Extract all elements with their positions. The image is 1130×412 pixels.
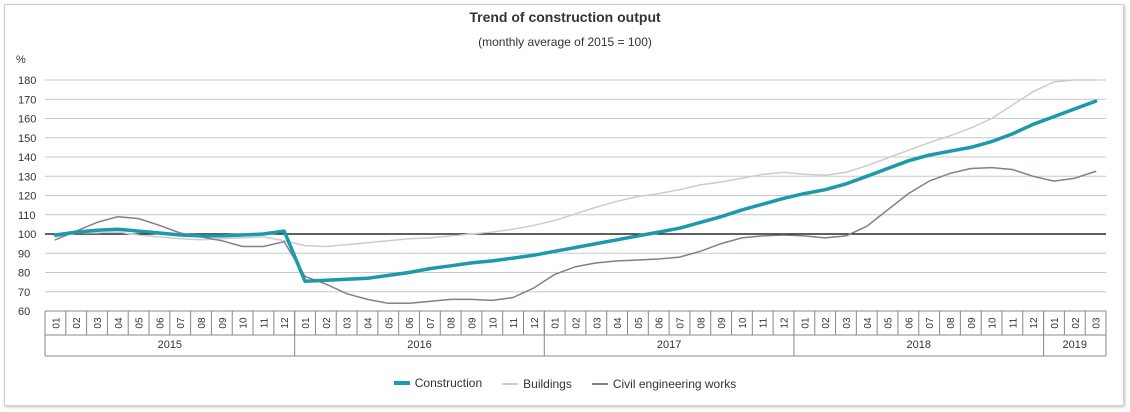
chart-legend: Construction Buildings Civil engineering w… bbox=[0, 374, 1130, 391]
y-tick-label: 120 bbox=[18, 191, 36, 203]
x-tick-label: 09 bbox=[218, 317, 229, 329]
y-tick-label: 130 bbox=[18, 171, 36, 183]
y-tick-label: 170 bbox=[18, 94, 36, 106]
x-tick-label: 12 bbox=[780, 317, 791, 329]
x-tick-label: 01 bbox=[301, 317, 312, 329]
x-tick-label: 03 bbox=[1092, 317, 1103, 329]
year-label: 2019 bbox=[1063, 339, 1087, 351]
legend-label: Construction bbox=[414, 376, 483, 390]
y-tick-label: 180 bbox=[18, 75, 36, 87]
year-label: 2017 bbox=[657, 339, 681, 351]
x-tick-label: 06 bbox=[155, 317, 166, 329]
x-tick-label: 07 bbox=[426, 317, 437, 329]
x-tick-label: 04 bbox=[613, 317, 624, 329]
x-tick-label: 11 bbox=[259, 317, 270, 328]
legend-item: Construction bbox=[393, 376, 483, 390]
y-axis-label: % bbox=[16, 54, 26, 66]
legend-swatch bbox=[502, 383, 519, 385]
x-tick-label: 06 bbox=[655, 317, 666, 329]
x-tick-label: 01 bbox=[1050, 317, 1061, 329]
x-tick-label: 03 bbox=[592, 317, 603, 329]
y-tick-label: 110 bbox=[18, 210, 36, 222]
x-tick-label: 10 bbox=[738, 317, 749, 329]
legend-swatch bbox=[393, 381, 410, 385]
x-tick-label: 02 bbox=[72, 317, 83, 329]
x-tick-label: 09 bbox=[467, 317, 478, 329]
y-tick-label: 100 bbox=[18, 229, 36, 241]
x-tick-label: 05 bbox=[634, 317, 645, 329]
chart-frame bbox=[4, 4, 1124, 406]
x-tick-label: 01 bbox=[551, 317, 562, 329]
x-tick-label: 03 bbox=[93, 317, 104, 329]
x-tick-label: 08 bbox=[197, 317, 208, 329]
x-tick-label: 07 bbox=[676, 317, 687, 329]
series-line-buildings bbox=[54, 79, 1097, 248]
year-label: 2015 bbox=[158, 339, 182, 351]
series-line-construction bbox=[53, 99, 1098, 283]
y-tick-label: 160 bbox=[18, 114, 36, 126]
x-tick-label: 12 bbox=[1029, 317, 1040, 329]
x-tick-label: 08 bbox=[696, 317, 707, 329]
x-tick-label: 04 bbox=[363, 317, 374, 329]
x-tick-label: 07 bbox=[925, 317, 936, 329]
legend-item: Buildings bbox=[502, 377, 572, 391]
x-tick-label: 05 bbox=[884, 317, 895, 329]
x-tick-label: 02 bbox=[572, 317, 583, 329]
x-tick-label: 04 bbox=[114, 317, 125, 329]
x-tick-label: 02 bbox=[821, 317, 832, 329]
x-tick-label: 12 bbox=[530, 317, 541, 329]
legend-label: Civil engineering works bbox=[612, 377, 737, 391]
x-tick-label: 10 bbox=[988, 317, 999, 329]
y-tick-label: 60 bbox=[18, 306, 30, 318]
x-tick-label: 09 bbox=[967, 317, 978, 329]
x-tick-label: 04 bbox=[863, 317, 874, 329]
year-label: 2016 bbox=[407, 339, 431, 351]
x-tick-label: 02 bbox=[1071, 317, 1082, 329]
x-tick-label: 02 bbox=[322, 317, 333, 329]
x-tick-label: 06 bbox=[904, 317, 915, 329]
x-tick-label: 10 bbox=[239, 317, 250, 329]
series-line-civil-engineering-works bbox=[54, 166, 1097, 305]
legend-label: Buildings bbox=[523, 377, 572, 391]
chart-subtitle: (monthly average of 2015 = 100) bbox=[478, 35, 652, 49]
x-tick-label: 03 bbox=[842, 317, 853, 329]
x-tick-label: 11 bbox=[509, 317, 520, 328]
y-tick-label: 90 bbox=[18, 248, 30, 260]
x-tick-label: 10 bbox=[488, 317, 499, 329]
y-tick-label: 80 bbox=[18, 268, 30, 280]
x-tick-label: 06 bbox=[405, 317, 416, 329]
x-tick-label: 03 bbox=[343, 317, 354, 329]
x-tick-label: 05 bbox=[135, 317, 146, 329]
y-tick-label: 150 bbox=[18, 133, 36, 145]
x-tick-label: 11 bbox=[759, 317, 770, 328]
x-tick-label: 11 bbox=[1008, 317, 1019, 328]
x-tick-label: 07 bbox=[176, 317, 187, 329]
x-tick-label: 08 bbox=[946, 317, 957, 329]
x-tick-label: 01 bbox=[800, 317, 811, 329]
x-tick-label: 01 bbox=[51, 317, 62, 329]
chart-title: Trend of construction output bbox=[469, 9, 661, 25]
y-tick-label: 140 bbox=[18, 152, 36, 164]
year-label: 2018 bbox=[907, 339, 931, 351]
legend-item: Civil engineering works bbox=[591, 377, 737, 391]
x-tick-label: 05 bbox=[384, 317, 395, 329]
x-tick-label: 08 bbox=[447, 317, 458, 329]
x-tick-label: 12 bbox=[280, 317, 291, 329]
x-tick-label: 09 bbox=[717, 317, 728, 329]
legend-swatch bbox=[591, 383, 608, 385]
y-tick-label: 70 bbox=[18, 287, 30, 299]
